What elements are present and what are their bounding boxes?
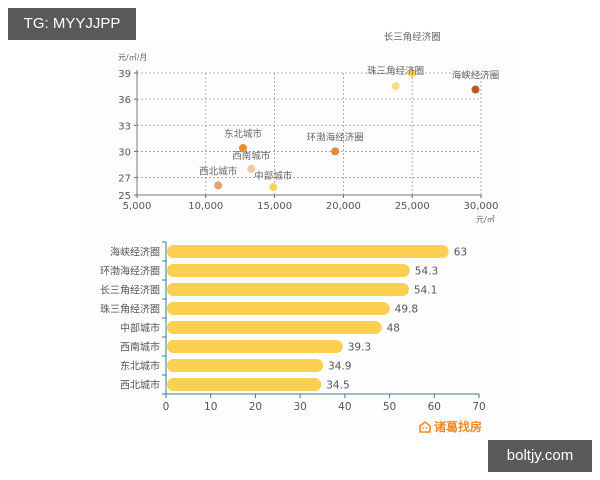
category-label: 海峡经济圈 — [110, 246, 160, 259]
point-label: 环渤海经济圈 — [307, 131, 364, 143]
y-tick-label: 30 — [118, 147, 131, 158]
scatter-chart: 25 27 30 33 36 39 5,000 10,000 15,000 20,000 25,00… — [118, 31, 500, 224]
chart-panel — [80, 40, 520, 440]
brand-logo: 诸葛找房 — [418, 418, 482, 435]
category-label: 中部城市 — [120, 322, 160, 335]
category-label: 西南城市 — [120, 341, 160, 354]
scatter-point[interactable] — [391, 82, 400, 91]
y-tick-label: 39 — [118, 69, 131, 80]
category-label: 珠三角经济圈 — [100, 303, 160, 316]
category-label: 长三角经济圈 — [100, 284, 160, 297]
point-label: 西南城市 — [232, 150, 271, 162]
value-label: 39.3 — [348, 342, 371, 354]
point-label: 中部城市 — [254, 170, 293, 182]
x-tick-label: 25,000 — [395, 201, 430, 212]
point-label: 西北城市 — [199, 165, 238, 177]
x-tick-label: 60 — [428, 401, 441, 413]
y-tick-label: 36 — [118, 95, 131, 106]
point-label: 长三角经济圈 — [384, 31, 441, 43]
bar[interactable] — [167, 359, 324, 372]
scatter-point[interactable] — [471, 85, 480, 94]
x-tick-label: 0 — [163, 401, 170, 413]
x-tick-label: 30,000 — [464, 201, 499, 212]
house-icon — [419, 420, 431, 433]
category-label: 东北城市 — [120, 360, 160, 373]
scatter-point[interactable] — [238, 143, 247, 152]
x-tick-label: 10,000 — [188, 201, 223, 212]
y-axis-label: 元/㎡/月 — [118, 53, 147, 62]
y-tick-label: 33 — [118, 121, 131, 132]
value-label: 48 — [387, 323, 400, 335]
bar[interactable] — [167, 264, 410, 277]
x-tick-label: 20 — [249, 401, 262, 413]
x-tick-label: 15,000 — [257, 201, 292, 212]
bar[interactable] — [167, 302, 390, 315]
x-tick-label: 30 — [293, 401, 306, 413]
value-label: 34.9 — [328, 361, 351, 373]
watermark-top-left: TG: MYYJJPP — [8, 8, 136, 40]
value-label: 49.8 — [395, 304, 418, 316]
value-label: 34.5 — [326, 380, 349, 392]
value-label: 54.1 — [414, 285, 437, 297]
point-label: 珠三角经济圈 — [367, 65, 424, 77]
scatter-point[interactable] — [408, 69, 417, 77]
x-tick-label: 40 — [338, 401, 351, 413]
x-tick-label: 20,000 — [326, 201, 361, 212]
bar-chart: 0 10 20 30 40 50 60 70 海峡经济圈 63 环渤海经济圈 54.3 长三角经济圈 54… — [100, 241, 486, 413]
y-tick-label: 27 — [118, 174, 131, 185]
category-label: 西北城市 — [120, 379, 160, 392]
scatter-point[interactable] — [331, 147, 340, 156]
x-tick-label: 10 — [204, 401, 217, 413]
bar[interactable] — [167, 340, 343, 353]
bar[interactable] — [167, 321, 382, 334]
x-tick-label: 5,000 — [123, 201, 152, 212]
x-tick-label: 70 — [472, 401, 485, 413]
value-label: 54.3 — [415, 266, 438, 278]
point-label: 海峡经济圈 — [452, 70, 500, 82]
watermark-bottom-right: boltjy.com — [488, 440, 592, 472]
scatter-point[interactable] — [214, 181, 223, 190]
bar[interactable] — [167, 378, 322, 391]
value-label: 63 — [454, 247, 467, 259]
x-axis-label: 元/㎡ — [476, 215, 495, 224]
brand-label: 诸葛找房 — [434, 420, 483, 434]
y-tick-label: 25 — [118, 191, 131, 202]
bar[interactable] — [167, 283, 409, 296]
x-tick-label: 50 — [383, 401, 396, 413]
bar[interactable] — [167, 245, 449, 258]
scatter-point[interactable] — [247, 164, 256, 173]
point-label: 东北城市 — [224, 128, 263, 140]
scatter-point[interactable] — [269, 183, 278, 192]
category-label: 环渤海经济圈 — [100, 265, 160, 278]
